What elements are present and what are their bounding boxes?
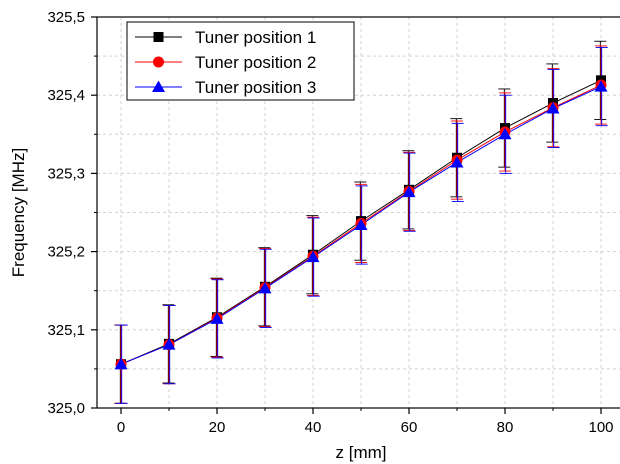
data-point-3 [306, 250, 320, 263]
data-point-3 [114, 357, 128, 370]
legend: Tuner position 1 Tuner position 2 Tuner po… [126, 21, 355, 101]
data-point-3 [402, 185, 416, 198]
data-point-3 [594, 80, 608, 92]
data-point-3 [546, 101, 560, 114]
y-axis-ticks: 325,0 325,1 325,2 325,3 325,4 325,5 [47, 9, 97, 417]
y-tick-label: 325,0 [47, 400, 85, 417]
data-point-3 [498, 127, 512, 140]
legend-label: Tuner position 1 [195, 28, 316, 47]
legend-marker [152, 80, 165, 92]
legend-label: Tuner position 3 [195, 78, 316, 97]
x-tick-label: 20 [209, 419, 226, 436]
data-point-3 [210, 312, 224, 324]
legend-marker [153, 56, 164, 68]
x-tick-label: 80 [497, 419, 514, 436]
x-tick-label: 60 [401, 419, 418, 436]
x-axis-label: z [mm] [336, 443, 387, 462]
y-tick-label: 325,2 [47, 244, 85, 261]
y-tick-label: 325,4 [47, 87, 85, 104]
x-tick-label: 40 [305, 419, 322, 436]
y-tick-label: 325,5 [47, 9, 85, 26]
y-tick-label: 325,3 [47, 165, 85, 182]
legend-label: Tuner position 2 [195, 53, 316, 72]
legend-marker [153, 32, 164, 42]
y-axis-label: Frequency [MHz] [9, 148, 28, 277]
x-tick-label: 100 [588, 419, 613, 436]
data-point-3 [354, 218, 368, 231]
series-markers [114, 75, 608, 370]
y-tick-label: 325,1 [47, 322, 85, 339]
x-tick-label: 0 [117, 419, 125, 436]
x-axis-ticks: 0 20 40 60 80 100 [117, 408, 614, 436]
data-point-3 [450, 155, 464, 168]
data-point-3 [162, 338, 176, 350]
data-point-3 [258, 281, 272, 294]
